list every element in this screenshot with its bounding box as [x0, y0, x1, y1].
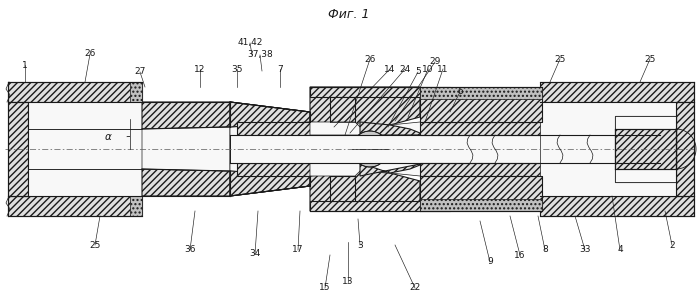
- Polygon shape: [8, 196, 142, 216]
- Text: 25: 25: [554, 55, 565, 64]
- Text: 41,42: 41,42: [238, 39, 263, 48]
- Polygon shape: [130, 196, 142, 216]
- Polygon shape: [142, 127, 230, 171]
- Polygon shape: [615, 116, 676, 182]
- Text: 15: 15: [319, 284, 331, 293]
- Polygon shape: [142, 169, 230, 196]
- Text: 24: 24: [399, 64, 410, 73]
- Polygon shape: [28, 102, 142, 196]
- Polygon shape: [142, 102, 230, 129]
- Text: 13: 13: [343, 277, 354, 287]
- Text: 22: 22: [410, 284, 421, 293]
- Text: 29: 29: [429, 58, 440, 67]
- Polygon shape: [330, 176, 355, 201]
- Polygon shape: [8, 102, 28, 196]
- Text: 12: 12: [194, 64, 206, 73]
- Text: 7: 7: [277, 64, 283, 73]
- Polygon shape: [8, 82, 142, 102]
- Polygon shape: [425, 163, 450, 176]
- Polygon shape: [310, 122, 450, 135]
- Text: 37,38: 37,38: [247, 50, 273, 59]
- Text: 8: 8: [542, 246, 548, 255]
- Polygon shape: [425, 122, 450, 135]
- Polygon shape: [310, 163, 450, 176]
- Text: 3: 3: [357, 241, 363, 249]
- Text: 25: 25: [89, 241, 101, 249]
- Polygon shape: [237, 163, 310, 176]
- Polygon shape: [420, 122, 660, 135]
- Polygon shape: [360, 122, 425, 135]
- Polygon shape: [310, 171, 420, 211]
- Polygon shape: [360, 163, 425, 176]
- Polygon shape: [230, 102, 310, 122]
- Text: 16: 16: [514, 250, 526, 260]
- Polygon shape: [355, 139, 370, 149]
- Polygon shape: [420, 176, 542, 211]
- Polygon shape: [28, 129, 142, 169]
- Text: 26: 26: [85, 50, 96, 59]
- Polygon shape: [540, 82, 694, 102]
- Polygon shape: [310, 87, 450, 97]
- Circle shape: [352, 131, 388, 167]
- Polygon shape: [420, 87, 542, 99]
- Polygon shape: [355, 149, 370, 159]
- Text: α: α: [105, 132, 111, 142]
- Polygon shape: [540, 196, 694, 216]
- Text: 27: 27: [134, 67, 145, 77]
- Polygon shape: [540, 102, 676, 196]
- Polygon shape: [130, 82, 142, 102]
- Polygon shape: [230, 176, 310, 196]
- Polygon shape: [310, 201, 450, 211]
- Polygon shape: [676, 102, 694, 196]
- Text: 1: 1: [22, 61, 28, 69]
- Text: 6: 6: [457, 88, 463, 97]
- Polygon shape: [237, 122, 310, 135]
- Polygon shape: [420, 199, 542, 211]
- Text: 14: 14: [384, 64, 396, 73]
- Text: 17: 17: [292, 246, 304, 255]
- Text: 2: 2: [669, 241, 675, 249]
- Text: 25: 25: [644, 55, 656, 64]
- Text: 10: 10: [422, 64, 434, 73]
- Polygon shape: [420, 163, 660, 176]
- Text: 36: 36: [185, 246, 196, 255]
- Text: 4: 4: [617, 246, 623, 255]
- Polygon shape: [615, 116, 676, 182]
- Text: 35: 35: [231, 64, 243, 73]
- Text: 9: 9: [487, 257, 493, 266]
- Polygon shape: [615, 129, 676, 169]
- Text: 11: 11: [438, 64, 449, 73]
- Polygon shape: [230, 171, 310, 196]
- Text: 33: 33: [579, 246, 591, 255]
- Polygon shape: [230, 122, 310, 176]
- Polygon shape: [230, 102, 310, 127]
- Text: 5: 5: [415, 67, 421, 77]
- Polygon shape: [330, 97, 355, 122]
- Polygon shape: [325, 149, 355, 163]
- Polygon shape: [325, 135, 355, 149]
- Polygon shape: [310, 87, 420, 127]
- Text: Фиг. 1: Фиг. 1: [329, 9, 370, 21]
- Polygon shape: [420, 87, 542, 122]
- Polygon shape: [230, 135, 660, 163]
- Text: 34: 34: [250, 249, 261, 258]
- Text: 26: 26: [364, 55, 375, 64]
